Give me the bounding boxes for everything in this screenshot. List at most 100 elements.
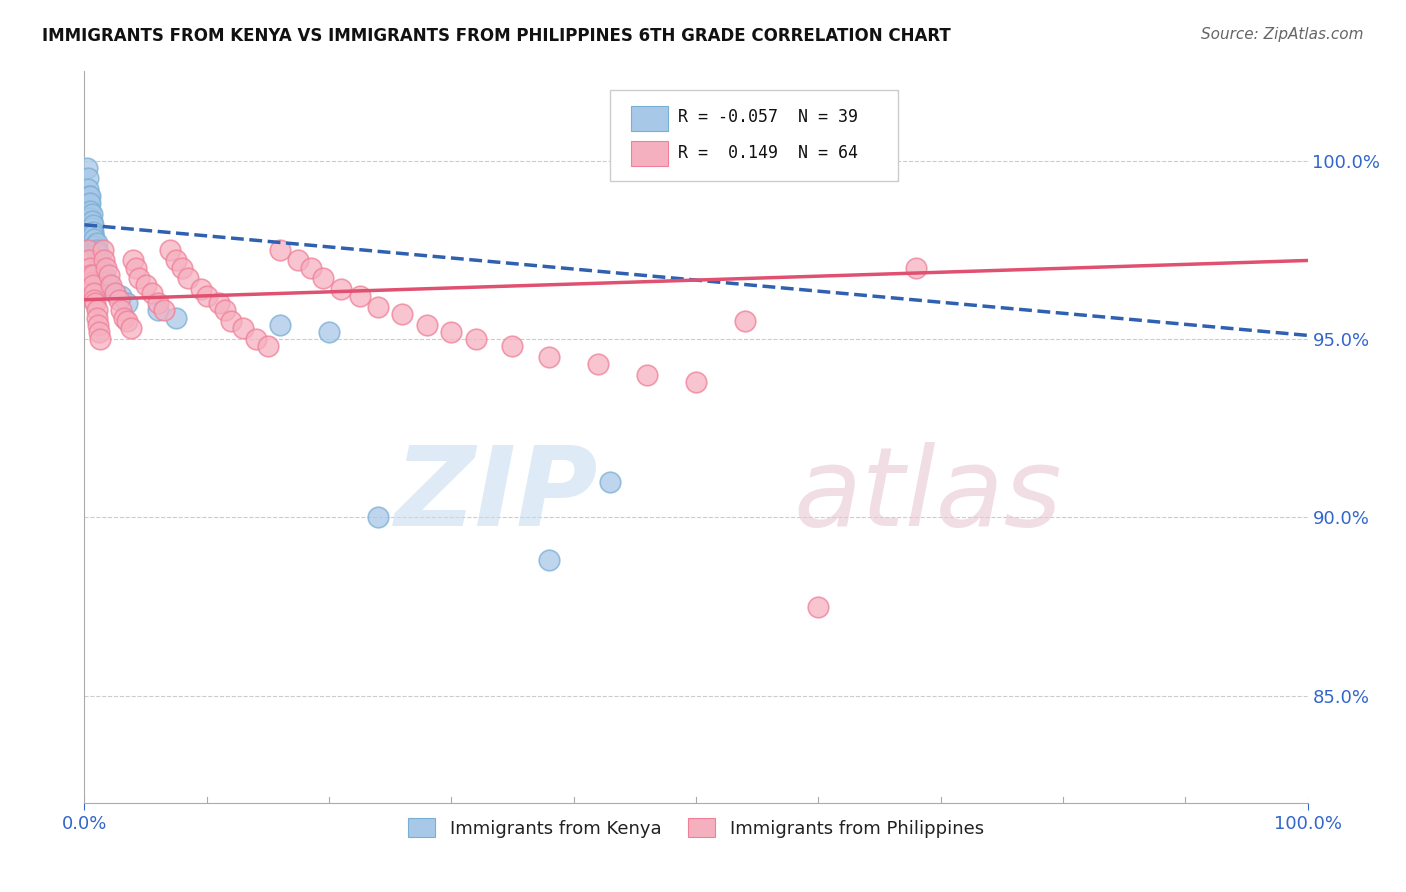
Point <box>93 268 115 282</box>
Point <box>208 296 231 310</box>
Point <box>269 318 291 332</box>
Point <box>502 339 524 353</box>
Point <box>153 303 176 318</box>
Point <box>86 235 108 250</box>
Point <box>79 211 101 225</box>
Point <box>367 510 389 524</box>
Text: R =  0.149  N = 64: R = 0.149 N = 64 <box>678 144 858 161</box>
Point <box>318 325 340 339</box>
Point <box>89 257 111 271</box>
Point <box>82 218 104 232</box>
Point <box>685 375 707 389</box>
Point <box>538 350 561 364</box>
Point <box>416 318 439 332</box>
Point <box>83 293 105 307</box>
Point <box>91 243 114 257</box>
Point <box>125 260 148 275</box>
Point <box>807 599 830 614</box>
Point <box>77 203 100 218</box>
Point <box>83 239 105 253</box>
Point <box>330 282 353 296</box>
Point <box>122 253 145 268</box>
Point <box>77 196 100 211</box>
Point <box>115 314 138 328</box>
Point <box>107 293 129 307</box>
Point <box>82 278 104 293</box>
Point <box>299 260 322 275</box>
Point <box>76 161 98 175</box>
Point <box>77 243 100 257</box>
Point <box>87 318 110 332</box>
Text: ZIP: ZIP <box>395 442 598 549</box>
Bar <box>631 141 668 167</box>
Point <box>159 243 181 257</box>
Point <box>312 271 335 285</box>
Point <box>190 282 212 296</box>
Point <box>80 207 103 221</box>
Point <box>177 271 200 285</box>
Point <box>86 243 108 257</box>
Point <box>84 296 107 310</box>
Point <box>135 278 157 293</box>
Point <box>219 314 242 328</box>
Point <box>77 253 100 268</box>
Point <box>172 260 194 275</box>
Point <box>599 475 621 489</box>
Point <box>440 325 463 339</box>
Point <box>269 243 291 257</box>
Text: R = -0.057  N = 39: R = -0.057 N = 39 <box>678 109 858 127</box>
Bar <box>631 106 668 131</box>
Point <box>87 325 110 339</box>
Point <box>245 332 267 346</box>
Point <box>77 189 100 203</box>
Point <box>96 260 118 275</box>
Point <box>77 211 100 225</box>
Point <box>84 243 107 257</box>
Point <box>104 285 127 300</box>
Point <box>128 271 150 285</box>
Point <box>82 268 104 282</box>
Point <box>79 203 101 218</box>
Legend: Immigrants from Kenya, Immigrants from Philippines: Immigrants from Kenya, Immigrants from P… <box>401 811 991 845</box>
Point <box>110 303 132 318</box>
Point <box>112 310 135 325</box>
Point <box>538 553 561 567</box>
Point <box>287 253 309 268</box>
Point <box>165 253 187 268</box>
Point <box>905 260 928 275</box>
Point <box>79 189 101 203</box>
Point <box>79 268 101 282</box>
Point <box>141 285 163 300</box>
Point <box>97 278 120 293</box>
Point <box>636 368 658 382</box>
Point <box>86 303 108 318</box>
Point <box>391 307 413 321</box>
Text: IMMIGRANTS FROM KENYA VS IMMIGRANTS FROM PHILIPPINES 6TH GRADE CORRELATION CHART: IMMIGRANTS FROM KENYA VS IMMIGRANTS FROM… <box>42 27 950 45</box>
Text: Source: ZipAtlas.com: Source: ZipAtlas.com <box>1201 27 1364 42</box>
Point <box>79 260 101 275</box>
Point <box>82 228 104 243</box>
Point <box>80 214 103 228</box>
Point <box>367 300 389 314</box>
Point <box>115 296 138 310</box>
Point <box>80 275 103 289</box>
Point <box>734 314 756 328</box>
Point <box>349 289 371 303</box>
Point <box>77 182 100 196</box>
Point <box>96 275 118 289</box>
Point <box>90 264 112 278</box>
Point <box>77 171 100 186</box>
Point <box>464 332 486 346</box>
Point <box>214 303 236 318</box>
Point <box>80 221 103 235</box>
Point <box>82 225 104 239</box>
Point <box>257 339 280 353</box>
Point <box>86 310 108 325</box>
Point <box>87 246 110 260</box>
Point <box>104 285 127 300</box>
Point <box>110 289 132 303</box>
Point <box>89 332 111 346</box>
Text: atlas: atlas <box>794 442 1063 549</box>
Point <box>146 296 169 310</box>
Point <box>100 278 122 293</box>
